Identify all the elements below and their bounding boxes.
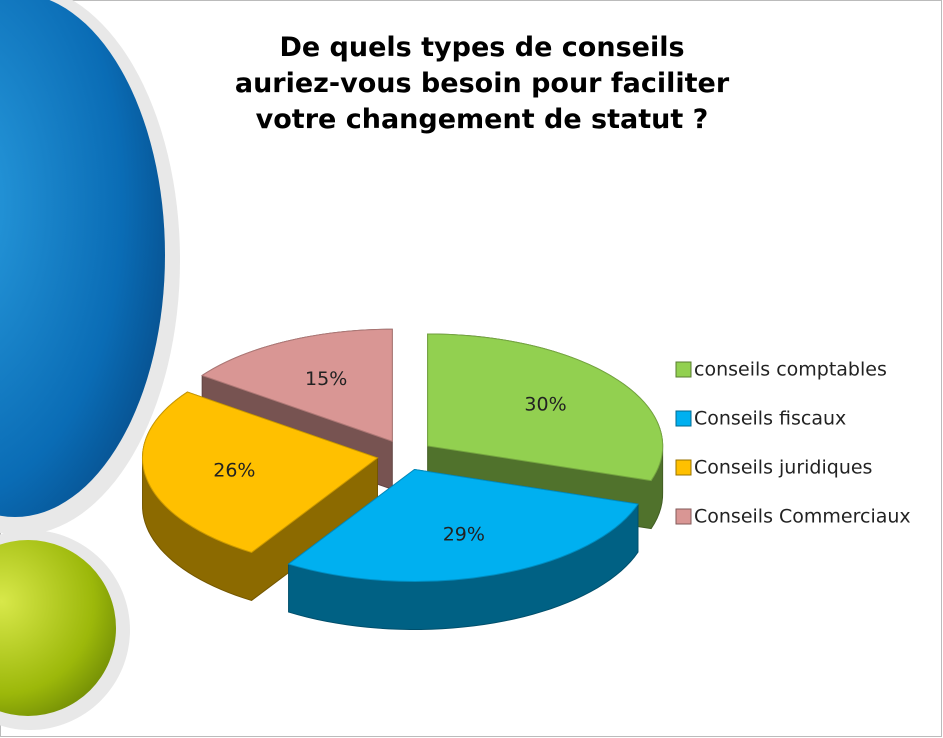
legend-label: Conseils juridiques (694, 457, 872, 479)
data-label: 30% (524, 394, 566, 416)
slice (427, 333, 664, 482)
decor-circle (0, 540, 116, 716)
data-label: 26% (213, 459, 255, 481)
legend-label: conseils comptables (694, 359, 887, 381)
legend-swatch (675, 410, 692, 427)
legend: conseils comptables Conseils fiscaux Conse… (675, 359, 911, 528)
decor-blob (0, 0, 165, 517)
slice (141, 391, 379, 554)
chart-title: De quels types de conseils (279, 32, 684, 63)
slice (287, 468, 639, 582)
slice (201, 328, 393, 442)
legend-label: Conseils fiscaux (694, 408, 846, 430)
data-label: 29% (443, 523, 485, 545)
chart-title: auriez-vous besoin pour faciliter (235, 68, 730, 99)
pie: 15% 30% 26% 29% (141, 328, 664, 630)
chart-title: votre changement de statut ? (256, 104, 709, 135)
legend-swatch (675, 459, 692, 476)
legend-swatch (675, 361, 692, 378)
legend-swatch (675, 508, 692, 525)
legend-label: Conseils Commerciaux (694, 506, 911, 528)
data-label: 15% (305, 368, 347, 390)
